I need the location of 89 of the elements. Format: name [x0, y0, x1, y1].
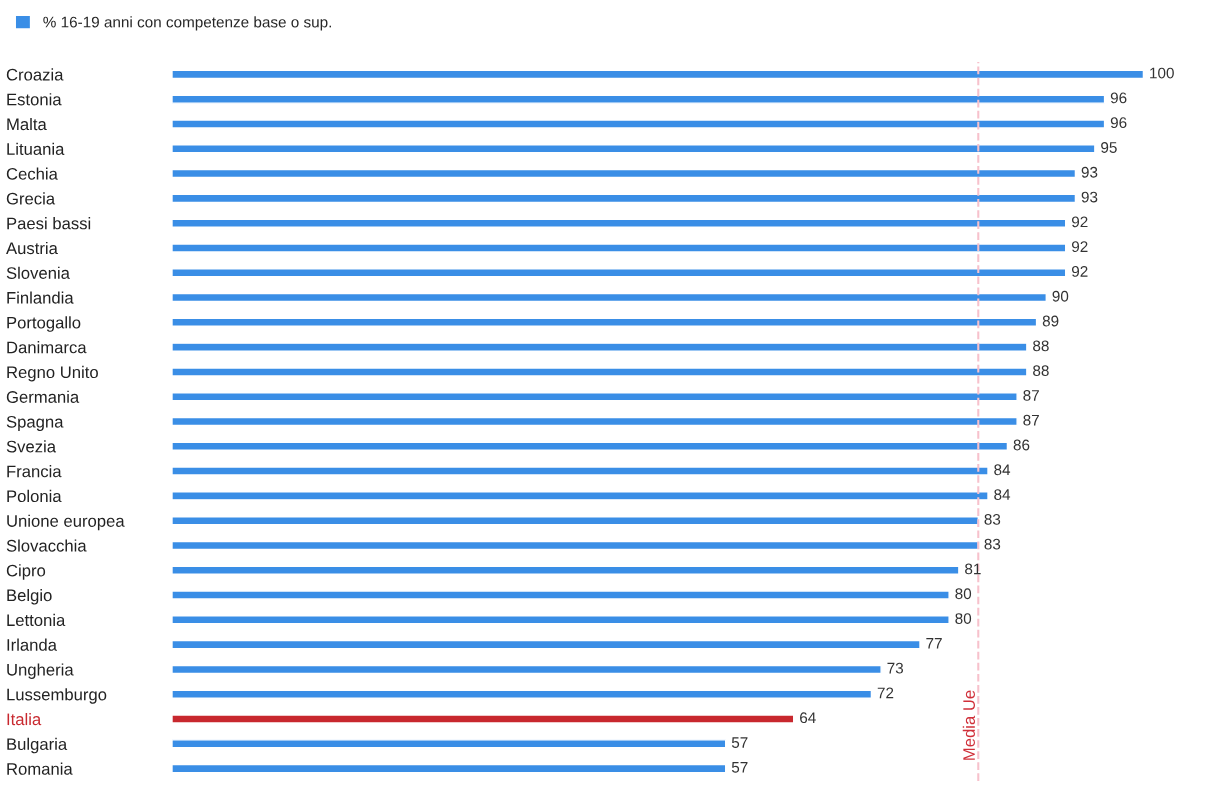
data-label: 83 [984, 538, 1001, 550]
data-label: 84 [994, 489, 1011, 500]
bar [172, 243, 1067, 253]
bar [172, 615, 950, 625]
y-tick-label: Svezia [6, 440, 57, 453]
bar [172, 292, 1047, 303]
bar [172, 342, 1028, 352]
y-tick-label: Lussemburgo [7, 688, 107, 704]
bar [172, 367, 1028, 377]
y-tick-label: Polonia [7, 489, 62, 503]
data-label: 57 [731, 762, 748, 773]
bar [172, 540, 979, 551]
y-tick-label: Austria [6, 241, 58, 255]
y-tick-label: Cipro [6, 564, 46, 580]
data-label: 100 [1150, 67, 1174, 79]
data-label: 77 [926, 638, 942, 649]
y-tick-label: Cechia [6, 167, 58, 180]
data-label: 84 [994, 464, 1011, 476]
bar [172, 639, 921, 650]
bar [172, 516, 979, 526]
bar [172, 664, 882, 675]
data-label: 87 [1023, 389, 1039, 401]
bar [172, 144, 1096, 154]
data-label: 92 [1071, 241, 1088, 253]
y-tick-label: Lettonia [7, 613, 66, 627]
bar [172, 590, 950, 600]
bar [172, 168, 1077, 179]
data-label: 93 [1081, 166, 1098, 178]
y-tick-label: Irlanda [7, 638, 57, 651]
y-tick-label: Unione europea [7, 514, 125, 531]
bar [172, 69, 1145, 80]
ref-line-label: Media Ue [962, 690, 975, 760]
data-label: 87 [1023, 414, 1039, 426]
y-tick-label: Portogallo [7, 316, 81, 332]
data-label: 92 [1071, 266, 1088, 277]
y-tick-label: Slovenia [6, 266, 70, 279]
y-tick-label: Romania [7, 762, 73, 775]
y-tick-label: Lituania [7, 142, 65, 155]
data-label: 92 [1071, 216, 1088, 228]
y-tick-label: Danimarca [7, 341, 87, 354]
y-tick-label: Slovacchia [6, 539, 87, 552]
y-tick-label: Spagna [6, 415, 64, 431]
bar [172, 94, 1106, 104]
data-label: 90 [1052, 290, 1069, 302]
bar [172, 739, 727, 749]
bar [172, 441, 1009, 451]
data-label: 80 [955, 588, 972, 600]
data-label: 96 [1110, 92, 1127, 104]
data-label: 89 [1042, 315, 1059, 327]
data-label: 72 [877, 687, 894, 699]
y-tick-label: Francia [7, 465, 62, 478]
data-label: 96 [1110, 117, 1127, 129]
legend-label: % 16-19 anni con competenze base o sup. [43, 16, 331, 31]
data-label: 64 [800, 712, 816, 724]
y-tick-label: Bulgaria [7, 737, 68, 754]
y-tick-label: Malta [7, 117, 47, 131]
y-tick-label: Estonia [7, 93, 62, 106]
bar [172, 218, 1067, 228]
data-label: 81 [965, 563, 981, 575]
y-tick-label: Belgio [7, 589, 52, 605]
y-tick-label: Ungheria [7, 663, 74, 679]
bar [172, 689, 873, 699]
bar [172, 466, 989, 476]
bar [172, 317, 1038, 327]
data-label: 83 [984, 513, 1001, 525]
data-label: 86 [1013, 439, 1030, 451]
y-tick-label: Finlandia [7, 291, 74, 304]
data-label: 57 [731, 737, 748, 748]
data-label: 95 [1101, 142, 1117, 153]
bar [172, 714, 795, 724]
y-tick-label: Paesi bassi [7, 217, 91, 230]
bar [172, 763, 727, 774]
bar [172, 491, 989, 501]
y-tick-label: Regno Unito [7, 365, 98, 382]
data-label: 88 [1033, 365, 1049, 377]
bar [172, 416, 1018, 427]
bar [172, 392, 1018, 402]
data-label: 73 [887, 662, 904, 674]
bar [172, 268, 1067, 278]
y-tick-label: Croazia [6, 68, 64, 81]
y-tick-label: Italia [7, 712, 42, 726]
bar [172, 565, 960, 575]
bar [172, 119, 1106, 129]
y-tick-label: Germania [6, 390, 80, 403]
bar [172, 193, 1077, 204]
y-tick-label: Grecia [6, 192, 56, 205]
data-label: 80 [955, 613, 972, 624]
data-label: 88 [1033, 340, 1049, 352]
data-label: 93 [1081, 191, 1098, 203]
